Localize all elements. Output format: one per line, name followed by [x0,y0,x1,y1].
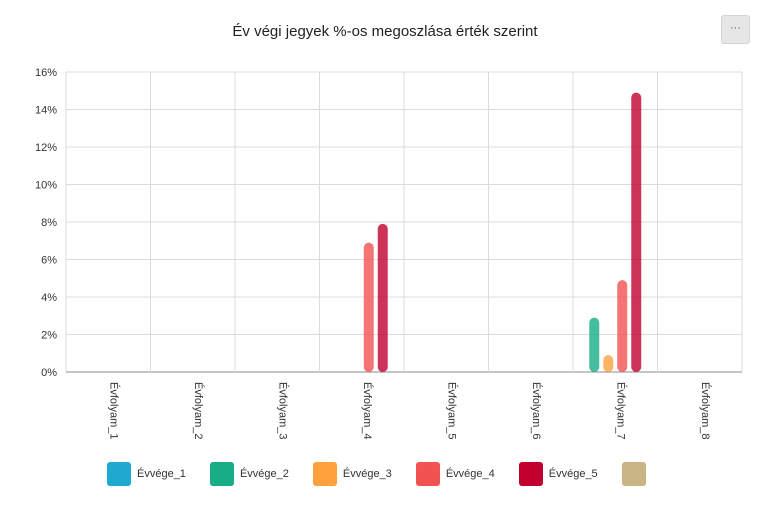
y-tick-label: 4% [41,292,57,304]
x-tick-label: Évfolyam_3 [276,382,289,439]
legend-label: Évvége_5 [548,468,598,480]
x-tick-label: Évfolyam_7 [614,382,627,439]
x-tick-label: Évfolyam_5 [445,382,458,439]
y-tick-label: 8% [41,217,57,229]
x-axis-ticks: Évfolyam_1 Évfolyam_2 Évfolyam_3 Évfolyam_4… [107,382,712,439]
grid-lines [65,71,743,373]
x-tick-label: Évfolyam_4 [361,382,374,439]
legend-item[interactable]: Évvége_4 [415,462,495,486]
y-tick-label: 16% [35,67,57,79]
legend-label: Évvége_1 [137,468,186,480]
x-tick-label: Évfolyam_2 [192,382,205,439]
y-tick-label: 14% [35,105,57,117]
x-tick-label: Évfolyam_1 [107,382,120,439]
bar [589,317,600,372]
bar [363,242,374,372]
legend-item[interactable]: Évvége_5 [518,462,598,486]
legend-item[interactable]: Évvége_1 [107,462,186,486]
chart-menu-button[interactable]: ··· [721,15,750,44]
legend-label: Évvége_4 [445,468,495,480]
legend-swatch [415,462,440,486]
bar [377,223,388,372]
legend-item[interactable]: Évvége_2 [209,462,289,486]
bars [363,92,642,372]
legend-swatch [312,462,337,486]
bar [603,355,614,372]
bar [631,92,642,372]
y-tick-label: 6% [41,255,57,267]
legend-item[interactable] [621,462,652,486]
legend-swatch [209,462,234,486]
y-axis-ticks: 0% 2% 4% 6% 8% 10% 12% 14% 16% [35,67,57,379]
legend-swatch [518,462,543,486]
chart-title: Év végi jegyek %-os megoszlása érték sze… [232,23,538,40]
legend-label: Évvége_2 [239,468,289,480]
y-tick-label: 10% [35,180,57,192]
x-tick-label: Évfolyam_8 [699,382,712,439]
y-tick-label: 0% [41,367,57,379]
bar [617,280,628,372]
legend-swatch [621,462,646,486]
legend-swatch [107,462,131,486]
legend-item[interactable]: Évvége_3 [312,462,392,486]
y-tick-label: 2% [41,330,57,342]
x-tick-label: Évfolyam_6 [530,382,543,439]
legend-label: Évvége_3 [342,468,392,480]
legend: Évvége_1 Évvége_2 Évvége_3 Évvége_4 Évvége_5 [107,462,676,486]
y-tick-label: 12% [35,142,57,154]
